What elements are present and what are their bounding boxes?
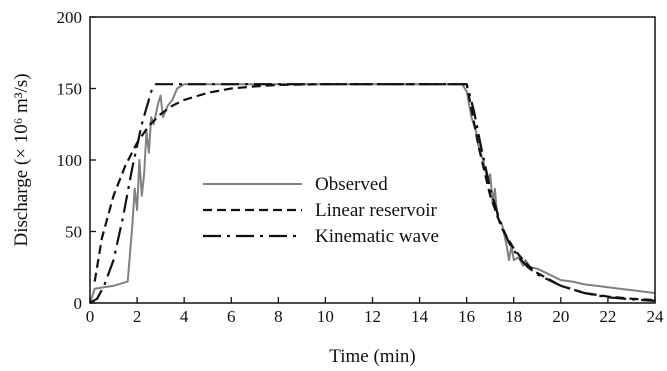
y-tick-label: 100 (57, 151, 83, 170)
x-tick-label: 24 (647, 307, 665, 326)
y-axis-label: Discharge (× 10⁶ m³/s) (11, 73, 32, 246)
x-tick-label: 14 (411, 307, 429, 326)
series-line-observed (89, 83, 656, 304)
x-tick-label: 4 (180, 307, 189, 326)
y-tick-label: 150 (57, 80, 83, 99)
plot-frame (89, 16, 656, 304)
legend-label: Linear reservoir (315, 200, 438, 221)
x-tick-label: 16 (458, 307, 475, 326)
x-tick-label: 18 (505, 307, 522, 326)
y-tick-label: 50 (65, 223, 82, 242)
legend-label: Observed (315, 174, 388, 195)
x-axis-label: Time (min) (329, 346, 415, 367)
plot-lines (89, 83, 656, 304)
x-tick-label: 8 (274, 307, 283, 326)
legend: Observed Linear reservoir Kinematic wave (203, 174, 439, 247)
series-line-kinematic-wave (89, 83, 656, 304)
legend-label: Kinematic wave (315, 226, 439, 247)
x-tick-label: 10 (317, 307, 334, 326)
x-tick-label: 0 (86, 307, 95, 326)
y-tick-label: 0 (74, 294, 83, 313)
x-tick-label: 6 (227, 307, 236, 326)
x-tick-label: 20 (552, 307, 569, 326)
x-tick-label: 22 (599, 307, 616, 326)
y-tick-label: 200 (57, 8, 83, 27)
x-tick-label: 2 (133, 307, 142, 326)
x-tick-label: 12 (364, 307, 381, 326)
